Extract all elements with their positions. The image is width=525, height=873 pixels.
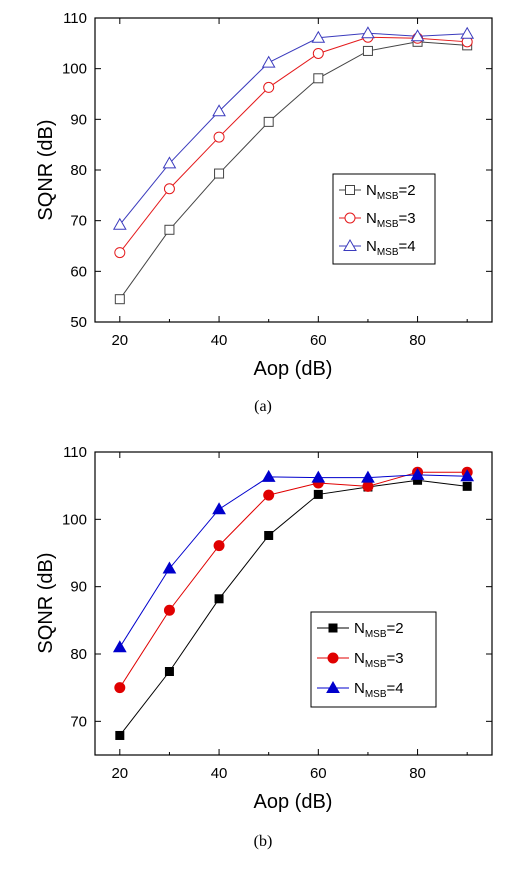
data-point-square xyxy=(164,224,175,235)
y-axis-title-a: SQNR (dB) xyxy=(35,119,57,220)
data-point-triangle xyxy=(112,217,127,230)
data-point-circle xyxy=(263,489,275,501)
y-tick-label: 70 xyxy=(70,213,87,230)
data-point-triangle xyxy=(311,470,326,483)
data-point-square xyxy=(313,73,324,84)
y-tick-label: 100 xyxy=(62,61,87,78)
y-tick-label: 60 xyxy=(70,263,87,280)
legend-items-a: NMSB=2 NMSB=3 NMSB=4 xyxy=(339,182,416,258)
data-point-square xyxy=(362,45,373,56)
data-point-square xyxy=(264,530,274,540)
legend-label: NMSB=3 xyxy=(354,650,404,670)
x-tick-label: 60 xyxy=(310,332,327,349)
data-point-circle xyxy=(213,131,225,143)
y-tick-label: 50 xyxy=(70,314,87,331)
data-point-circle xyxy=(114,682,126,694)
series-line-circle xyxy=(119,471,468,688)
y-axis-title-b: SQNR (dB) xyxy=(35,552,57,653)
data-point-circle xyxy=(362,480,374,492)
legend-items-b: NMSB=2 NMSB=3 NMSB=4 xyxy=(317,620,404,700)
y-tick-label: 80 xyxy=(70,646,87,663)
data-point-square xyxy=(313,489,323,499)
legend-marker-square xyxy=(345,185,355,195)
y-tick-label: 80 xyxy=(70,162,87,179)
series-line-square xyxy=(119,41,468,300)
data-point-triangle xyxy=(261,55,276,68)
x-tick-label: 80 xyxy=(409,765,426,782)
axis-ticks-a: 20 40 60 80 50 60 70 80 90 100 110 xyxy=(62,10,492,349)
x-axis-title-b: Aop (dB) xyxy=(254,791,333,813)
x-tick-label: 20 xyxy=(111,765,128,782)
data-point-triangle xyxy=(410,467,425,480)
series-line-triangle xyxy=(119,32,468,226)
legend-marker-triangle xyxy=(343,238,357,251)
y-tick-label: 70 xyxy=(70,713,87,730)
data-point-square xyxy=(214,168,225,179)
legend-label: NMSB=4 xyxy=(366,238,416,258)
data-point-square xyxy=(214,594,224,604)
series-line-circle xyxy=(119,36,468,253)
y-tick-label: 110 xyxy=(63,10,87,27)
data-point-triangle xyxy=(460,26,475,39)
data-point-circle xyxy=(163,604,175,616)
legend-a: NMSB=2 NMSB=3 NMSB=4 xyxy=(332,173,436,265)
x-axis-title-a: Aop (dB) xyxy=(254,358,333,380)
legend-marker-triangle xyxy=(326,680,340,693)
data-point-square xyxy=(114,294,125,305)
data-point-square xyxy=(115,730,125,740)
axis-ticks-b: 20 40 60 80 70 80 90 100 110 xyxy=(62,444,492,782)
series-line-square xyxy=(119,479,468,736)
data-point-triangle xyxy=(410,29,425,42)
y-tick-label: 90 xyxy=(70,579,87,596)
x-tick-label: 60 xyxy=(310,765,327,782)
data-point-circle xyxy=(163,183,175,195)
series-group-a xyxy=(112,26,475,305)
data-point-triangle xyxy=(162,561,177,574)
x-tick-label: 20 xyxy=(111,332,128,349)
data-point-triangle xyxy=(112,640,127,653)
data-point-triangle xyxy=(311,30,326,43)
legend-label: NMSB=4 xyxy=(354,680,404,700)
data-point-square xyxy=(263,116,274,127)
legend-marker-circle xyxy=(344,212,356,224)
caption-b: (b) xyxy=(254,833,273,850)
data-point-triangle xyxy=(162,156,177,169)
data-point-triangle xyxy=(261,469,276,482)
legend-marker-square xyxy=(328,623,338,633)
data-point-square xyxy=(164,667,174,677)
x-tick-label: 40 xyxy=(211,765,228,782)
data-point-circle xyxy=(213,540,225,552)
data-point-triangle xyxy=(361,26,375,39)
series-group-b xyxy=(112,466,475,740)
series-line-triangle xyxy=(119,474,468,648)
caption-a: (a) xyxy=(254,398,272,415)
y-tick-label: 110 xyxy=(63,444,87,461)
x-tick-label: 40 xyxy=(211,332,228,349)
y-tick-label: 90 xyxy=(70,111,87,128)
data-point-circle xyxy=(114,247,126,259)
x-tick-label: 80 xyxy=(409,332,426,349)
data-point-triangle xyxy=(212,502,226,515)
data-point-triangle xyxy=(361,470,375,483)
data-point-square xyxy=(462,481,472,491)
data-point-triangle xyxy=(460,469,475,482)
plot-area-b xyxy=(94,451,493,756)
data-point-circle xyxy=(312,47,324,59)
y-tick-label: 100 xyxy=(62,511,87,528)
legend-marker-circle xyxy=(327,652,339,664)
legend-label: NMSB=2 xyxy=(366,182,416,202)
data-point-triangle xyxy=(212,104,226,117)
legend-label: NMSB=3 xyxy=(366,210,416,230)
data-point-circle xyxy=(263,81,275,93)
legend-b: NMSB=2 NMSB=3 NMSB=4 xyxy=(310,611,437,708)
plot-area-a xyxy=(94,17,493,323)
legend-label: NMSB=2 xyxy=(354,620,404,640)
